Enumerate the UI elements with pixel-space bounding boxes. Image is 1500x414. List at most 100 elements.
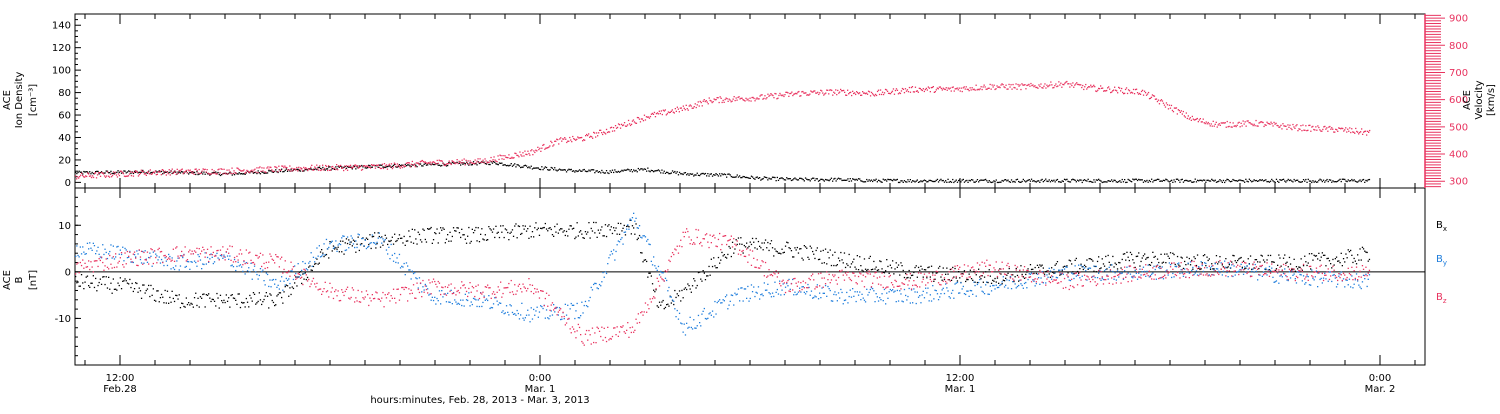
density-point bbox=[996, 179, 997, 180]
velocity-point bbox=[196, 168, 197, 169]
density-point bbox=[878, 180, 879, 181]
by-point bbox=[714, 301, 715, 302]
by-point bbox=[580, 315, 581, 316]
velocity-point bbox=[915, 87, 916, 88]
velocity-point bbox=[1304, 130, 1305, 131]
by-point bbox=[322, 254, 323, 255]
velocity-point bbox=[837, 90, 838, 91]
bx-point bbox=[376, 243, 377, 244]
by-point bbox=[203, 264, 204, 265]
by-point bbox=[1170, 264, 1171, 265]
by-point bbox=[1236, 272, 1237, 273]
bx-point bbox=[950, 269, 951, 270]
by-point bbox=[363, 245, 364, 246]
velocity-point bbox=[914, 91, 915, 92]
bx-point bbox=[209, 298, 210, 299]
bx-point bbox=[183, 306, 184, 307]
bx-point bbox=[1305, 261, 1306, 262]
velocity-point bbox=[1318, 127, 1319, 128]
by-point bbox=[1047, 277, 1048, 278]
velocity-point bbox=[1319, 129, 1320, 130]
velocity-point bbox=[259, 166, 260, 167]
velocity-point bbox=[301, 168, 302, 169]
bz-point bbox=[133, 254, 134, 255]
by-point bbox=[303, 273, 304, 274]
velocity-point bbox=[1262, 122, 1263, 123]
by-point bbox=[383, 240, 384, 241]
velocity-point bbox=[846, 95, 847, 96]
density-point bbox=[943, 180, 944, 181]
bx-point bbox=[917, 277, 918, 278]
bx-point bbox=[1179, 266, 1180, 267]
density-point bbox=[1082, 182, 1083, 183]
velocity-tick-label: 700 bbox=[1449, 68, 1468, 79]
density-point bbox=[856, 179, 857, 180]
density-point bbox=[1321, 179, 1322, 180]
bx-point bbox=[146, 290, 147, 291]
velocity-point bbox=[879, 94, 880, 95]
velocity-point bbox=[917, 90, 918, 91]
by-point bbox=[838, 292, 839, 293]
bx-point bbox=[700, 279, 701, 280]
density-point bbox=[889, 179, 890, 180]
velocity-point bbox=[463, 162, 464, 163]
by-point bbox=[302, 261, 303, 262]
density-point bbox=[859, 178, 860, 179]
velocity-point bbox=[357, 165, 358, 166]
by-point bbox=[993, 285, 994, 286]
by-point bbox=[93, 243, 94, 244]
velocity-point bbox=[299, 169, 300, 170]
velocity-point bbox=[1354, 133, 1355, 134]
by-point bbox=[263, 280, 264, 281]
velocity-point bbox=[401, 166, 402, 167]
bx-point bbox=[515, 223, 516, 224]
velocity-point bbox=[800, 95, 801, 96]
bx-point bbox=[605, 224, 606, 225]
density-point bbox=[791, 180, 792, 181]
velocity-point bbox=[566, 142, 567, 143]
by-point bbox=[1270, 270, 1271, 271]
by-point bbox=[478, 299, 479, 300]
velocity-point bbox=[553, 144, 554, 145]
density-point bbox=[296, 169, 297, 170]
velocity-point bbox=[787, 92, 788, 93]
velocity-point bbox=[1190, 117, 1191, 118]
bx-point bbox=[706, 275, 707, 276]
bx-point bbox=[349, 244, 350, 245]
by-point bbox=[994, 288, 995, 289]
density-point bbox=[1146, 180, 1147, 181]
bx-point bbox=[1175, 264, 1176, 265]
density-point bbox=[892, 180, 893, 181]
by-point bbox=[831, 300, 832, 301]
by-point bbox=[520, 314, 521, 315]
bx-point bbox=[527, 228, 528, 229]
bx-point bbox=[301, 283, 302, 284]
density-point bbox=[715, 173, 716, 174]
velocity-point bbox=[852, 91, 853, 92]
bz-point bbox=[143, 252, 144, 253]
bx-point bbox=[475, 227, 476, 228]
velocity-point bbox=[1230, 122, 1231, 123]
by-point bbox=[903, 301, 904, 302]
by-point bbox=[818, 298, 819, 299]
bx-point bbox=[509, 233, 510, 234]
velocity-point bbox=[976, 85, 977, 86]
bx-point bbox=[641, 252, 642, 253]
bx-point bbox=[145, 292, 146, 293]
by-point bbox=[1083, 266, 1084, 267]
by-point bbox=[959, 292, 960, 293]
density-point bbox=[1261, 180, 1262, 181]
bx-point bbox=[122, 281, 123, 282]
velocity-point bbox=[1090, 85, 1091, 86]
bx-point bbox=[1211, 263, 1212, 264]
by-point bbox=[340, 244, 341, 245]
bx-point bbox=[964, 270, 965, 271]
density-point bbox=[1298, 181, 1299, 182]
density-point bbox=[594, 172, 595, 173]
bx-point bbox=[159, 301, 160, 302]
bx-point bbox=[1235, 260, 1236, 261]
bx-point bbox=[481, 228, 482, 229]
bx-point bbox=[369, 234, 370, 235]
by-point bbox=[214, 261, 215, 262]
by-point bbox=[89, 242, 90, 243]
